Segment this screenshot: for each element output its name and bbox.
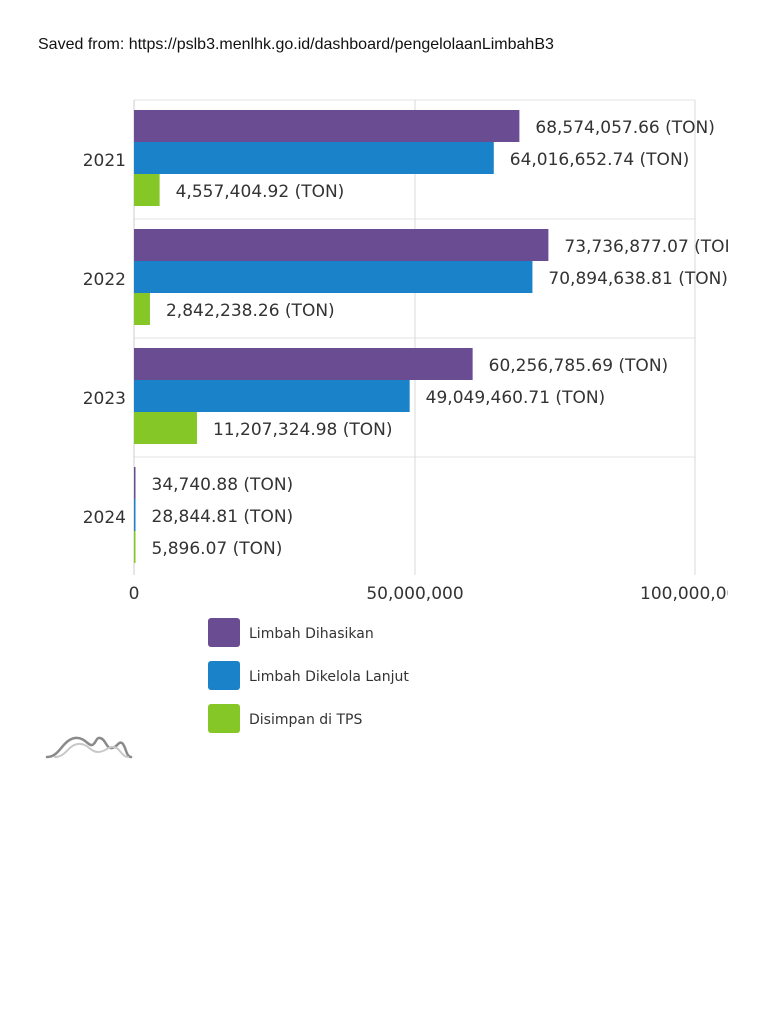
data-label: 11,207,324.98 (TON) [213, 420, 393, 440]
bar-limbah-dihasikan-2023[interactable] [134, 348, 473, 380]
data-label: 49,049,460.71 (TON) [426, 388, 606, 408]
data-label: 64,016,652.74 (TON) [510, 150, 690, 170]
data-label: 5,896.07 (TON) [152, 539, 283, 559]
legend-swatch[interactable] [208, 661, 240, 690]
x-tick-label: 0 [129, 584, 140, 604]
data-label: 70,894,638.81 (TON) [548, 269, 728, 289]
legend-label[interactable]: Limbah Dihasikan [249, 626, 374, 642]
bar-limbah-dikelola-lanjut-2024[interactable] [134, 499, 136, 531]
x-tick-label: 100,000,000 [640, 584, 748, 604]
category-label: 2021 [83, 151, 126, 171]
bar-disimpan-di-tps-2022[interactable] [134, 293, 150, 325]
x-tick-label: 50,000,000 [366, 584, 463, 604]
data-label: 34,740.88 (TON) [152, 475, 294, 495]
bar-disimpan-di-tps-2024[interactable] [134, 531, 136, 563]
bar-limbah-dikelola-lanjut-2022[interactable] [134, 261, 533, 293]
data-label: 73,736,877.07 (TON) [564, 237, 744, 257]
legend-swatch[interactable] [208, 704, 240, 733]
data-label: 60,256,785.69 (TON) [489, 356, 669, 376]
data-label: 28,844.81 (TON) [152, 507, 294, 527]
bar-limbah-dihasikan-2021[interactable] [134, 110, 520, 142]
legend-label[interactable]: Disimpan di TPS [249, 712, 363, 728]
bar-disimpan-di-tps-2021[interactable] [134, 174, 160, 206]
category-label: 2022 [83, 270, 126, 290]
data-label: 68,574,057.66 (TON) [535, 118, 715, 138]
data-label: 4,557,404.92 (TON) [176, 182, 345, 202]
legend-label[interactable]: Limbah Dikelola Lanjut [249, 669, 409, 685]
category-label: 2024 [83, 508, 126, 528]
data-label: 2,842,238.26 (TON) [166, 301, 335, 321]
bar-disimpan-di-tps-2023[interactable] [134, 412, 197, 444]
bar-chart: 0 50,000,000 100,000,000 2021 2022 2023 2024 68… [45, 99, 748, 759]
waveform-logo-icon [45, 736, 133, 759]
legend-swatch[interactable] [208, 618, 240, 647]
bar-limbah-dikelola-lanjut-2021[interactable] [134, 142, 494, 174]
bar-limbah-dihasikan-2022[interactable] [134, 229, 549, 261]
category-label: 2023 [83, 389, 126, 409]
saved-from-caption: Saved from: https://pslb3.menlhk.go.id/d… [38, 36, 554, 53]
bar-limbah-dikelola-lanjut-2023[interactable] [134, 380, 410, 412]
bar-limbah-dihasikan-2024[interactable] [134, 467, 136, 499]
